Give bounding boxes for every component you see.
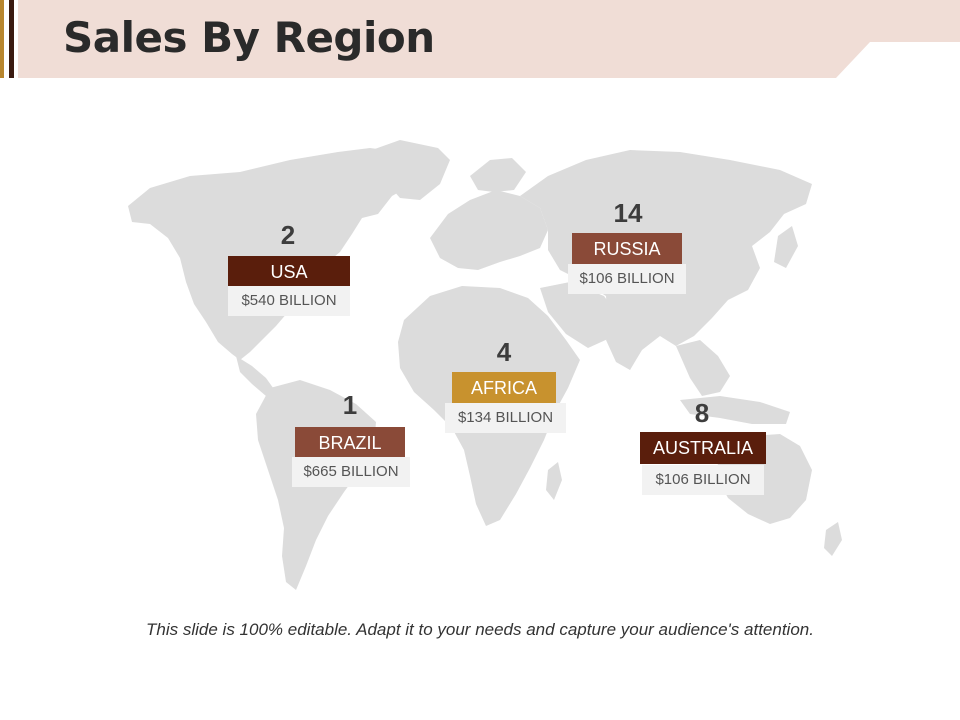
map-new-zealand: [824, 522, 842, 556]
footer-note: This slide is 100% editable. Adapt it to…: [146, 620, 814, 639]
brazil-count: 1: [342, 390, 358, 420]
map-greenland: [372, 140, 450, 200]
map-southeast-asia: [676, 340, 730, 396]
usa-label: USA: [228, 256, 350, 288]
russia-value: $106 BILLION: [568, 264, 686, 294]
africa-count: 4: [496, 337, 512, 367]
australia-count: 8: [694, 398, 710, 428]
map-scandinavia: [470, 158, 526, 192]
brazil-label: BRAZIL: [295, 427, 405, 459]
map-north-america: [128, 148, 420, 360]
map-central-america: [236, 356, 276, 396]
slide-title: Sales By Region: [63, 13, 435, 62]
brazil-value: $665 BILLION: [292, 457, 410, 487]
africa-label: AFRICA: [452, 372, 556, 404]
usa-count: 2: [280, 220, 296, 250]
title-band: Sales By Region: [0, 0, 960, 80]
australia-value: $106 BILLION: [642, 465, 764, 495]
map-middle-east: [540, 282, 620, 348]
map-europe: [430, 190, 548, 270]
map-madagascar: [546, 462, 562, 500]
australia-label: AUSTRALIA: [640, 432, 766, 464]
map-japan: [774, 226, 798, 268]
title-band-shape: [0, 0, 960, 78]
map-indonesia: [680, 396, 790, 424]
map-india: [606, 296, 650, 370]
usa-value: $540 BILLION: [228, 286, 350, 316]
russia-label: RUSSIA: [572, 233, 682, 265]
africa-value: $134 BILLION: [445, 403, 566, 433]
russia-count: 14: [613, 198, 643, 228]
